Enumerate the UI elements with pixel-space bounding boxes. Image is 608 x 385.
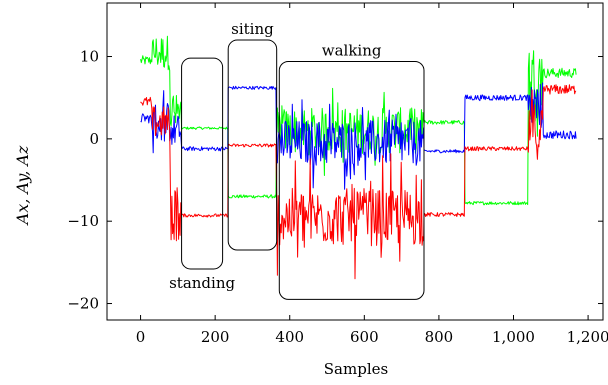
annotation-label: walking [322,41,382,59]
annotation-label: siting [231,20,274,38]
x-tick-label: 1,200 [567,328,608,346]
series-group [140,35,577,280]
series-line [140,82,577,190]
y-tick-label: 10 [80,48,99,66]
annotation-box [227,39,278,251]
series-line [140,35,577,206]
x-tick-label: 1,000 [492,328,535,346]
x-tick-label: 0 [136,328,146,346]
plot-frame [106,2,604,321]
x-tick-label: 600 [350,328,379,346]
y-axis-label: Ax, Ay, Az [13,145,32,226]
x-axis-label: Samples [324,360,388,378]
y-tick-label: −20 [67,295,99,313]
y-tick-label: −10 [67,212,99,230]
x-tick-label: 400 [275,328,304,346]
annotation-box [278,60,425,300]
series-line [140,84,577,280]
x-tick-label: 200 [201,328,230,346]
y-tick-label: 0 [89,130,99,148]
x-axis-ticks: 0 200 400 600 800 1,000 1,200 [136,3,608,346]
annotation-label: standing [169,274,235,292]
y-axis-ticks: −20 −10 0 10 [67,48,603,313]
annotations-group: standing siting walking [169,20,425,300]
annotation-box [181,57,224,270]
x-tick-label: 800 [425,328,454,346]
